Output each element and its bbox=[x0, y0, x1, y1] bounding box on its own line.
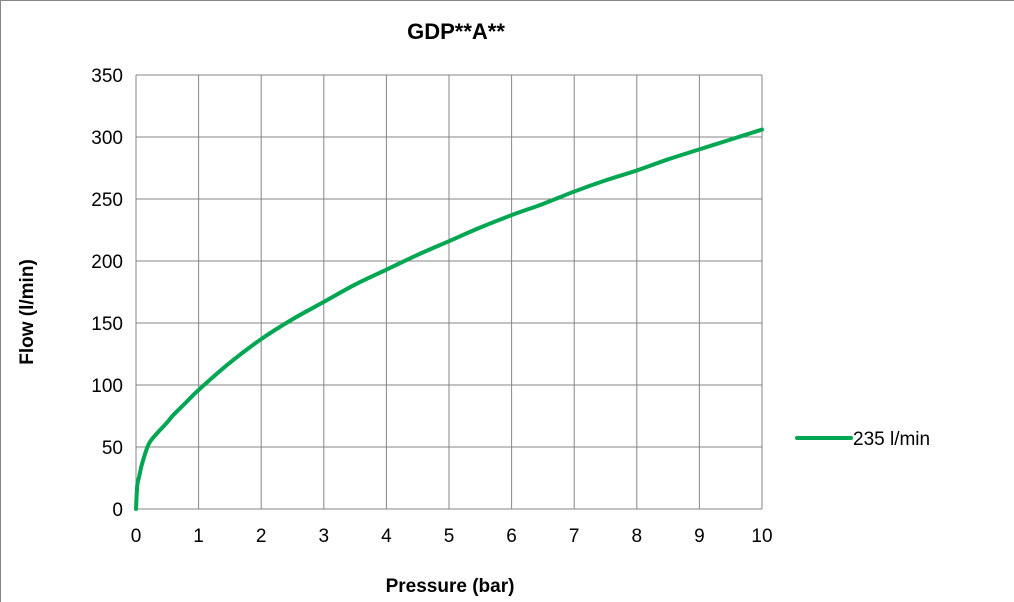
x-tick-label: 5 bbox=[444, 526, 455, 547]
y-tick-label: 300 bbox=[91, 128, 123, 149]
chart-title: GDP**A** bbox=[407, 19, 505, 44]
y-axis-title: Flow (l/min) bbox=[17, 259, 38, 365]
y-tick-label: 100 bbox=[91, 376, 123, 397]
x-tick-label: 10 bbox=[751, 526, 772, 547]
legend: 235 l/min bbox=[795, 429, 930, 450]
grid bbox=[135, 74, 763, 510]
x-axis-title: Pressure (bar) bbox=[386, 576, 515, 597]
y-tick-label: 250 bbox=[91, 190, 123, 211]
series-line bbox=[134, 127, 764, 511]
series bbox=[134, 127, 764, 511]
x-tick-label: 9 bbox=[694, 526, 705, 547]
x-tick-label: 7 bbox=[569, 526, 580, 547]
y-tick-label: 350 bbox=[91, 66, 123, 87]
x-tick-label: 3 bbox=[319, 526, 330, 547]
y-tick-label: 200 bbox=[91, 252, 123, 273]
y-tick-label: 150 bbox=[91, 314, 123, 335]
x-tick-label: 6 bbox=[506, 526, 517, 547]
legend-label: 235 l/min bbox=[853, 429, 930, 450]
x-tick-label: 1 bbox=[193, 526, 204, 547]
x-tick-label: 2 bbox=[256, 526, 267, 547]
x-tick-label: 8 bbox=[632, 526, 643, 547]
x-tick-label: 4 bbox=[381, 526, 392, 547]
y-tick-label: 50 bbox=[102, 438, 123, 459]
y-tick-label: 0 bbox=[112, 500, 123, 521]
x-tick-label: 0 bbox=[131, 526, 142, 547]
